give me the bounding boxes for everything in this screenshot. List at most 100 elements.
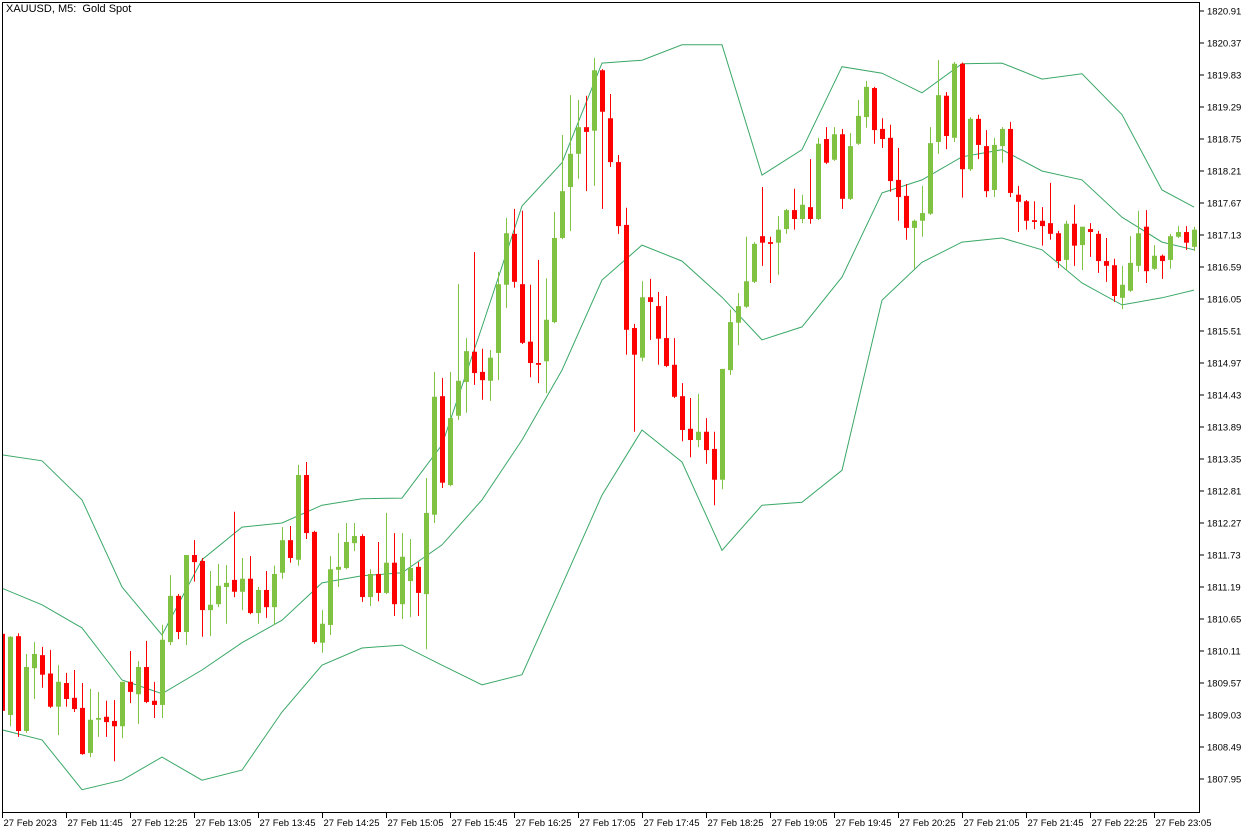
bearish-candle (880, 118, 885, 148)
candle-body (376, 573, 381, 593)
candle-body (1096, 233, 1101, 262)
bearish-candle (16, 633, 21, 737)
candle-body (912, 220, 917, 228)
bullish-candle (952, 61, 957, 142)
y-tick-label: 1810.65 (1207, 615, 1241, 626)
bullish-candle (592, 57, 597, 186)
candle-body (1032, 220, 1037, 222)
candle-body (1016, 194, 1021, 202)
candle-body (496, 284, 501, 353)
x-tick-label: 27 Feb 2023 (4, 818, 57, 829)
candle-body (512, 233, 517, 282)
candle-body (184, 555, 189, 633)
bullish-candle (1064, 220, 1069, 270)
bearish-candle (888, 124, 893, 192)
y-tick-label: 1811.19 (1207, 583, 1241, 594)
bearish-candle (1032, 201, 1037, 230)
bullish-candle (56, 665, 61, 736)
candle-body (56, 681, 61, 707)
candle-body (880, 128, 885, 139)
x-tick-label: 27 Feb 11:45 (68, 818, 123, 829)
bullish-candle (8, 636, 13, 727)
bullish-candle (1000, 127, 1005, 163)
bearish-candle (152, 681, 157, 718)
bearish-candle (976, 114, 981, 160)
candle-body (216, 585, 221, 605)
x-tick-label: 27 Feb 21:05 (964, 818, 1020, 829)
bullish-candle (552, 211, 557, 324)
candle-body (1152, 255, 1157, 269)
bullish-candle (856, 99, 861, 145)
candle-body (968, 118, 973, 170)
candle-body (1040, 220, 1045, 227)
bullish-candle (224, 565, 229, 624)
candle-body (800, 204, 805, 219)
bearish-candle (176, 594, 181, 640)
candle-body (776, 229, 781, 243)
candle-body (240, 578, 245, 592)
candle-body (1080, 226, 1085, 246)
candle-body (208, 604, 213, 611)
bearish-candle (1048, 182, 1053, 240)
bearish-candle (688, 397, 693, 458)
bearish-candle (872, 86, 877, 144)
candle-body (272, 573, 277, 608)
bearish-candle (40, 646, 45, 688)
x-tick-label: 27 Feb 17:05 (580, 818, 636, 829)
bullish-candle (464, 338, 469, 413)
bearish-candle (480, 348, 485, 400)
y-tick-label: 1807.95 (1207, 775, 1241, 786)
candle-body (680, 396, 685, 430)
bullish-candle (864, 80, 869, 128)
candle-body (744, 281, 749, 307)
y-tick-label: 1818.21 (1207, 167, 1241, 178)
candle-body (264, 589, 269, 608)
bullish-candle (1152, 245, 1157, 270)
candle-body (656, 306, 661, 339)
candle-body (736, 306, 741, 323)
candle-body (1144, 226, 1149, 272)
y-tick-label: 1809.57 (1207, 679, 1241, 690)
candle-body (328, 569, 333, 625)
candle-body (320, 623, 325, 643)
candle-body (456, 380, 461, 416)
candle-body (1056, 233, 1061, 262)
bullish-candle (208, 571, 213, 637)
bearish-candle (1008, 121, 1013, 198)
candle-body (120, 681, 125, 727)
bullish-candle (1192, 226, 1197, 251)
candle-body (976, 118, 981, 145)
bearish-candle (472, 252, 477, 385)
candle-body (952, 63, 957, 138)
candle-body (1104, 261, 1109, 266)
candle-body (616, 162, 621, 227)
y-tick-label: 1813.35 (1207, 455, 1241, 466)
y-tick-label: 1808.49 (1207, 743, 1241, 754)
candle-body (888, 137, 893, 182)
bullish-candle (336, 533, 341, 587)
bullish-candle (776, 216, 781, 275)
price-axis[interactable]: 1820.91 1820.37 1819.83 1819.29 1818.75 1818.… (1200, 7, 1241, 786)
bearish-candle (656, 291, 661, 365)
candle-body (848, 146, 853, 199)
bearish-candle (1096, 230, 1101, 273)
bearish-candle (1144, 210, 1149, 283)
bearish-candle (808, 159, 813, 224)
bullish-candle (1176, 226, 1181, 238)
time-axis[interactable]: 27 Feb 2023 27 Feb 11:45 27 Feb 12:25 27 Fe… (2, 813, 1212, 829)
bullish-candle (168, 575, 173, 646)
bearish-candle (680, 383, 685, 442)
y-tick-label: 1817.13 (1207, 231, 1241, 242)
candle-body (720, 368, 725, 480)
bearish-candle (360, 534, 365, 602)
bullish-candle (568, 95, 573, 231)
bearish-candle (760, 187, 765, 266)
x-tick-label: 27 Feb 14:25 (324, 818, 380, 829)
bullish-candle (696, 393, 701, 448)
candle-body (552, 237, 557, 323)
bearish-candle (1024, 200, 1029, 230)
candle-body (1192, 229, 1197, 247)
bearish-candle (704, 418, 709, 464)
candle-body (1088, 229, 1093, 233)
